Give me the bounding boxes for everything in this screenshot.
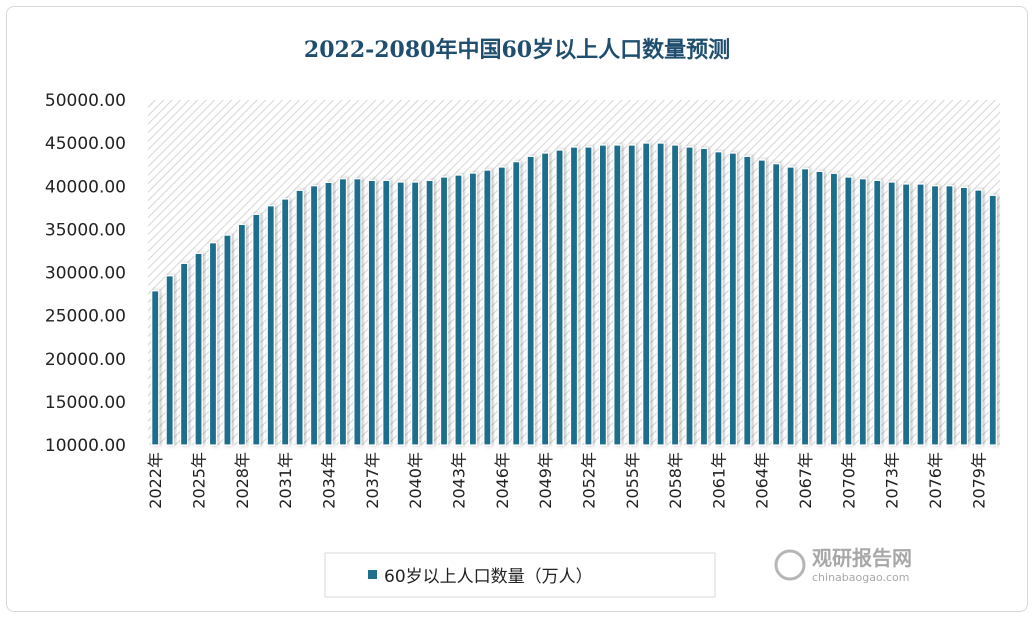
bar-2074年	[902, 183, 911, 446]
bar-2062年	[728, 152, 737, 446]
x-tick-label: 2067年	[796, 452, 815, 509]
x-tick-label: 2028年	[233, 452, 252, 509]
legend	[324, 552, 716, 598]
bar-2043年	[454, 174, 463, 446]
y-tick-label: 30000.00	[45, 264, 126, 284]
x-tick-label: 2025年	[190, 452, 209, 509]
bar-2032年	[295, 189, 304, 446]
bar-2066年	[786, 166, 795, 446]
bar-2023年	[165, 275, 174, 446]
y-tick-label: 25000.00	[45, 307, 126, 327]
bar-2064年	[757, 159, 766, 446]
x-tick-label: 2076年	[926, 452, 945, 509]
bar-2034年	[324, 181, 333, 446]
x-tick-label: 2052年	[579, 452, 598, 509]
bar-2061年	[714, 151, 723, 446]
bar-2027年	[223, 234, 232, 446]
y-tick-label: 10000.00	[45, 436, 126, 456]
bar-2044年	[468, 172, 478, 446]
bar-2069年	[829, 172, 839, 446]
y-tick-label: 15000.00	[45, 393, 126, 413]
x-tick-label: 2034年	[320, 452, 339, 509]
bar-2079年	[974, 189, 983, 446]
x-tick-label: 2058年	[666, 452, 685, 509]
bar-2078年	[959, 186, 968, 446]
x-tick-label: 2046年	[493, 452, 512, 509]
bar-2076年	[930, 185, 940, 446]
x-tick-label: 2064年	[753, 452, 772, 509]
bar-2045年	[483, 169, 492, 446]
x-tick-label: 2031年	[276, 452, 295, 509]
bar-2063年	[743, 155, 752, 446]
x-tick-label: 2073年	[883, 452, 902, 509]
y-tick-label: 40000.00	[45, 177, 126, 197]
watermark-icon	[774, 549, 806, 581]
x-tick-label: 2022年	[146, 452, 165, 509]
bar-2022年	[151, 290, 160, 446]
bar-2029年	[252, 213, 261, 446]
bar-2060年	[699, 147, 709, 446]
x-tick-label: 2061年	[709, 452, 728, 509]
bar-2073年	[887, 181, 896, 446]
bar-2037年	[367, 179, 376, 446]
legend-label: 60岁以上人口数量（万人）	[384, 567, 593, 587]
watermark-url: chinabaogao.com	[812, 571, 910, 584]
bar-2024年	[180, 262, 189, 446]
chart-title: 2022-2080年中国60岁以上人口数量预测	[304, 37, 730, 63]
bar-2057年	[656, 142, 665, 446]
x-tick-label: 2040年	[406, 452, 425, 509]
bar-2025年	[194, 252, 203, 446]
y-tick-label: 45000.00	[45, 134, 126, 154]
bar-2048年	[526, 155, 535, 446]
y-tick-label: 20000.00	[45, 350, 126, 370]
bar-2077年	[945, 185, 954, 446]
bar-2046年	[497, 166, 506, 446]
x-tick-label: 2037年	[363, 452, 382, 509]
bar-2059年	[685, 146, 694, 446]
bar-2071年	[858, 178, 867, 446]
bar-2080年	[988, 194, 997, 446]
bar-2038年	[382, 179, 391, 446]
x-tick-label: 2055年	[623, 452, 642, 509]
y-tick-label: 35000.00	[45, 220, 126, 240]
bar-2033年	[309, 185, 319, 446]
x-tick-label: 2070年	[839, 452, 858, 509]
bar-2070年	[844, 176, 853, 446]
bar-2031年	[281, 198, 290, 446]
bar-2056年	[642, 142, 651, 446]
bar-2053年	[598, 144, 607, 446]
watermark-name: 观研报告网	[812, 546, 912, 570]
bar-2049年	[541, 152, 550, 446]
bar-2028年	[237, 223, 246, 446]
watermark-logo: 观研报告网 chinabaogao.com	[774, 546, 912, 584]
bar-2051年	[569, 146, 579, 446]
bar-2035年	[338, 178, 348, 446]
bar-2030年	[266, 205, 275, 446]
bar-2058年	[670, 144, 680, 446]
bar-2041年	[425, 179, 434, 446]
x-tick-label: 2043年	[449, 452, 468, 509]
bar-2036年	[353, 178, 362, 446]
bar-2054年	[613, 144, 622, 446]
bar-2065年	[772, 163, 781, 446]
bar-2026年	[208, 242, 218, 446]
bar-2075年	[916, 183, 925, 446]
x-tick-label: 2049年	[536, 452, 555, 509]
bar-2042年	[439, 176, 449, 446]
bar-2052年	[584, 146, 593, 446]
bar-2068年	[815, 170, 824, 446]
bar-2047年	[512, 161, 521, 446]
bar-2072年	[873, 179, 882, 446]
legend-swatch	[368, 570, 377, 579]
bar-2040年	[411, 181, 420, 446]
bar-2050年	[555, 149, 564, 446]
bar-2039年	[396, 181, 405, 446]
bar-2055年	[627, 144, 636, 446]
x-tick-label: 2079年	[969, 452, 988, 509]
bar-2067年	[800, 168, 810, 446]
y-tick-label: 50000.00	[45, 91, 126, 111]
